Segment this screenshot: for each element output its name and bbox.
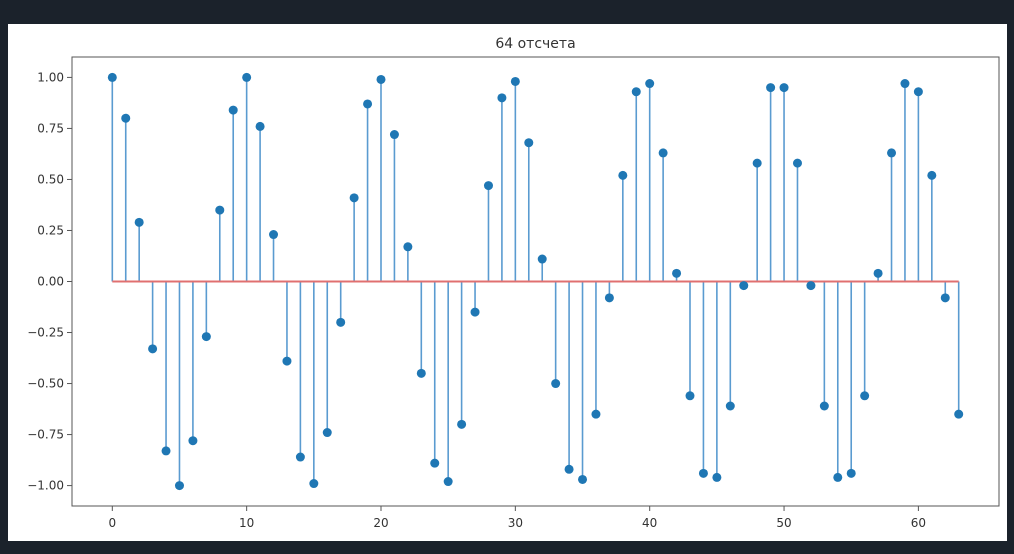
stem-marker [228, 105, 238, 115]
y-tick-label: −0.75 [27, 428, 64, 442]
x-tick-label: 40 [642, 516, 657, 530]
x-tick-label: 30 [508, 516, 523, 530]
y-tick-label: 0.25 [37, 223, 64, 237]
stem-marker [322, 428, 332, 438]
stem-marker [403, 242, 413, 252]
y-tick-label: 0.75 [37, 121, 64, 135]
chart-title: 64 отсчета [495, 36, 575, 52]
y-tick-label: 0.50 [37, 172, 64, 186]
stem-marker [349, 193, 359, 203]
stem-marker [174, 481, 184, 491]
stem-marker [819, 401, 829, 411]
stem-marker [269, 230, 279, 240]
x-tick-label: 10 [239, 516, 254, 530]
x-tick-label: 60 [911, 516, 926, 530]
stem-marker [148, 344, 158, 354]
stem-marker [712, 472, 722, 482]
stem-marker [860, 391, 870, 401]
stem-marker [188, 436, 198, 446]
y-tick-label: −0.25 [27, 326, 64, 340]
stem-marker [658, 148, 668, 158]
stem-marker [107, 72, 117, 82]
stem-marker [416, 368, 426, 378]
stem-marker [309, 479, 319, 489]
stem-marker [591, 409, 601, 419]
stem-marker [900, 79, 910, 89]
stem-marker [443, 477, 453, 487]
stem-marker [752, 158, 762, 168]
stem-marker [739, 281, 749, 291]
stem-marker [430, 458, 440, 468]
stem-marker [121, 113, 131, 123]
stem-marker [282, 356, 292, 366]
stem-marker [698, 468, 708, 478]
stem-marker [846, 468, 856, 478]
x-tick-label: 50 [776, 516, 791, 530]
stem-marker [134, 217, 144, 227]
stem-marker [483, 181, 493, 191]
stem-marker [766, 83, 776, 93]
stem-marker [873, 268, 883, 278]
stem-marker [242, 72, 252, 82]
stem-marker [537, 254, 547, 264]
stem-marker [618, 170, 628, 180]
stem-marker [457, 419, 467, 429]
stem-marker [887, 148, 897, 158]
stem-marker [806, 281, 816, 291]
stem-marker [779, 83, 789, 93]
stem-marker [255, 121, 265, 131]
y-tick-label: −0.50 [27, 377, 64, 391]
stem-marker [792, 158, 802, 168]
stem-marker [336, 317, 346, 327]
stem-marker [470, 307, 480, 317]
stem-marker [564, 464, 574, 474]
stem-marker [672, 268, 682, 278]
stem-marker [215, 205, 225, 215]
stem-marker [833, 472, 843, 482]
stem-marker [685, 391, 695, 401]
stem-marker [376, 74, 386, 84]
stem-marker [940, 293, 950, 303]
stem-marker [551, 379, 561, 389]
stem-marker [389, 130, 399, 140]
stem-marker [954, 409, 964, 419]
stem-marker [725, 401, 735, 411]
stem-marker [201, 332, 211, 342]
stem-marker [578, 474, 588, 484]
stem-marker [497, 93, 507, 103]
y-tick-label: 1.00 [37, 70, 64, 84]
figure-panel: 64 отсчета 1.00 0.75 0.50 0.25 0.00 −0.25 −0.50… [8, 24, 1007, 541]
stem-marker [510, 76, 520, 86]
y-tick-label: −1.00 [27, 479, 64, 493]
stem-marker [161, 446, 171, 456]
stem-marker [524, 138, 534, 148]
stem-marker [913, 87, 923, 97]
stem-marker [295, 452, 305, 462]
y-tick-label: 0.00 [37, 275, 64, 289]
stem-marker [363, 99, 373, 109]
x-tick-label: 0 [108, 516, 116, 530]
stem-marker [604, 293, 614, 303]
stem-chart: 64 отсчета 1.00 0.75 0.50 0.25 0.00 −0.25 −0.50… [27, 36, 1000, 530]
stem-marker [631, 87, 641, 97]
x-tick-label: 20 [373, 516, 388, 530]
stem-marker [927, 170, 937, 180]
stem-marker [645, 79, 655, 89]
